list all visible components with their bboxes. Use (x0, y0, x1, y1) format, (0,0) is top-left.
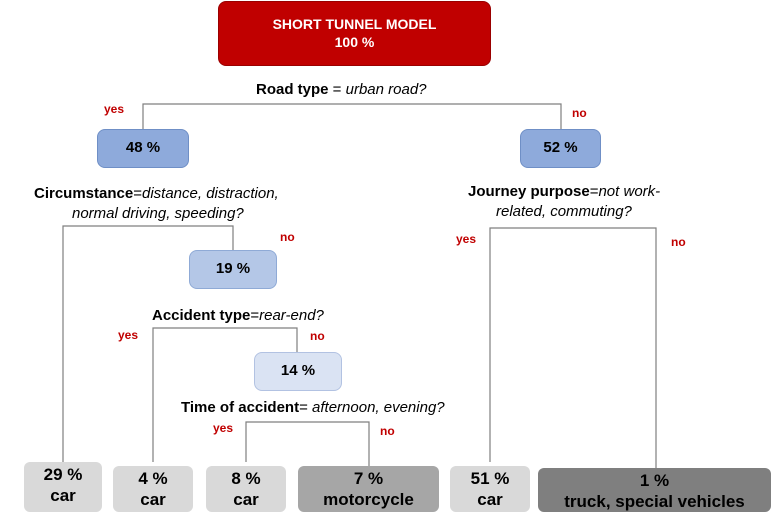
branch-label-circumstance-no: no (280, 230, 295, 244)
leaf-node: 8 % car (206, 466, 286, 512)
leaf-label: car (50, 486, 76, 506)
question-accident-type: Accident type=rear-end? (152, 306, 324, 326)
node-rear-end-no: 14 % (254, 352, 342, 391)
question-circumstance-value-1: distance, distraction, (141, 185, 279, 202)
branch-label-accident-yes: yes (118, 328, 139, 342)
leaf-percentage: 51 % (470, 469, 510, 488)
root-title: SHORT TUNNEL MODEL (272, 16, 437, 32)
leaf-label: truck, special vehicles (564, 492, 745, 512)
branch-label-time-yes: yes (213, 421, 234, 435)
question-road-type: Road type = urban road? (256, 80, 427, 100)
leaf-percentage: 1 % (639, 471, 670, 490)
node-circumstance-no: 19 % (189, 250, 277, 289)
branch-label-road-no: no (572, 106, 587, 120)
leaf-label: car (233, 490, 259, 510)
leaf-label: car (477, 490, 503, 510)
question-journey-purpose-op: = (589, 183, 599, 200)
question-circumstance-op: = (133, 185, 142, 202)
question-time-of-accident-value: afternoon, evening? (312, 399, 445, 416)
leaf-node: 29 % car (24, 462, 102, 512)
branch-label-journey-no: no (671, 235, 686, 249)
question-accident-type-value: rear-end? (259, 307, 324, 324)
question-circumstance: Circumstance=distance, distraction, norm… (34, 184, 279, 223)
question-time-of-accident: Time of accident= afternoon, evening? (181, 398, 445, 418)
branch-label-time-no: no (380, 424, 395, 438)
question-accident-type-key: Accident type (152, 307, 251, 324)
connector-accident-type (152, 327, 298, 462)
question-road-type-value: urban road? (345, 81, 427, 98)
leaf-label: motorcycle (323, 490, 414, 510)
leaf-percentage: 8 % (231, 469, 261, 488)
leaf-node: 4 % car (113, 466, 193, 512)
leaf-percentage: 29 % (43, 465, 83, 484)
branch-label-road-yes: yes (104, 102, 125, 116)
question-circumstance-value-2: normal driving, speeding? (72, 204, 244, 222)
node-urban-no: 52 % (520, 129, 601, 168)
connector-circumstance (62, 225, 234, 462)
node-rear-end-no-value: 14 % (280, 362, 316, 380)
question-time-of-accident-key: Time of accident (181, 399, 300, 416)
leaf-node: 7 % motorcycle (298, 466, 439, 512)
question-time-of-accident-op: = (299, 399, 313, 416)
leaf-node: 1 % truck, special vehicles (538, 468, 771, 512)
question-journey-purpose-value-1: not work- (598, 183, 661, 200)
question-journey-purpose: Journey purpose=not work- related, commu… (468, 182, 660, 221)
node-urban-yes-value: 48 % (125, 139, 161, 157)
question-road-type-op: = (328, 81, 346, 98)
connector-time-of-accident (245, 421, 370, 466)
connector-road-type (142, 103, 562, 129)
connector-journey-purpose (489, 227, 657, 468)
node-urban-no-value: 52 % (543, 139, 578, 157)
node-circumstance-no-value: 19 % (215, 260, 251, 278)
question-accident-type-op: = (250, 307, 260, 324)
branch-label-accident-no: no (310, 329, 325, 343)
root-value: 100 % (334, 33, 375, 50)
leaf-label: car (140, 490, 166, 510)
question-journey-purpose-value-2: related, commuting? (496, 202, 632, 220)
question-circumstance-key: Circumstance (34, 185, 134, 202)
leaf-percentage: 4 % (138, 469, 168, 488)
leaf-percentage: 7 % (353, 469, 384, 488)
branch-label-journey-yes: yes (456, 232, 477, 246)
leaf-node: 51 % car (450, 466, 530, 512)
question-road-type-key: Road type (256, 81, 329, 98)
root-node: SHORT TUNNEL MODEL 100 % (218, 1, 491, 66)
question-journey-purpose-key: Journey purpose (468, 183, 590, 200)
node-urban-yes: 48 % (97, 129, 189, 168)
